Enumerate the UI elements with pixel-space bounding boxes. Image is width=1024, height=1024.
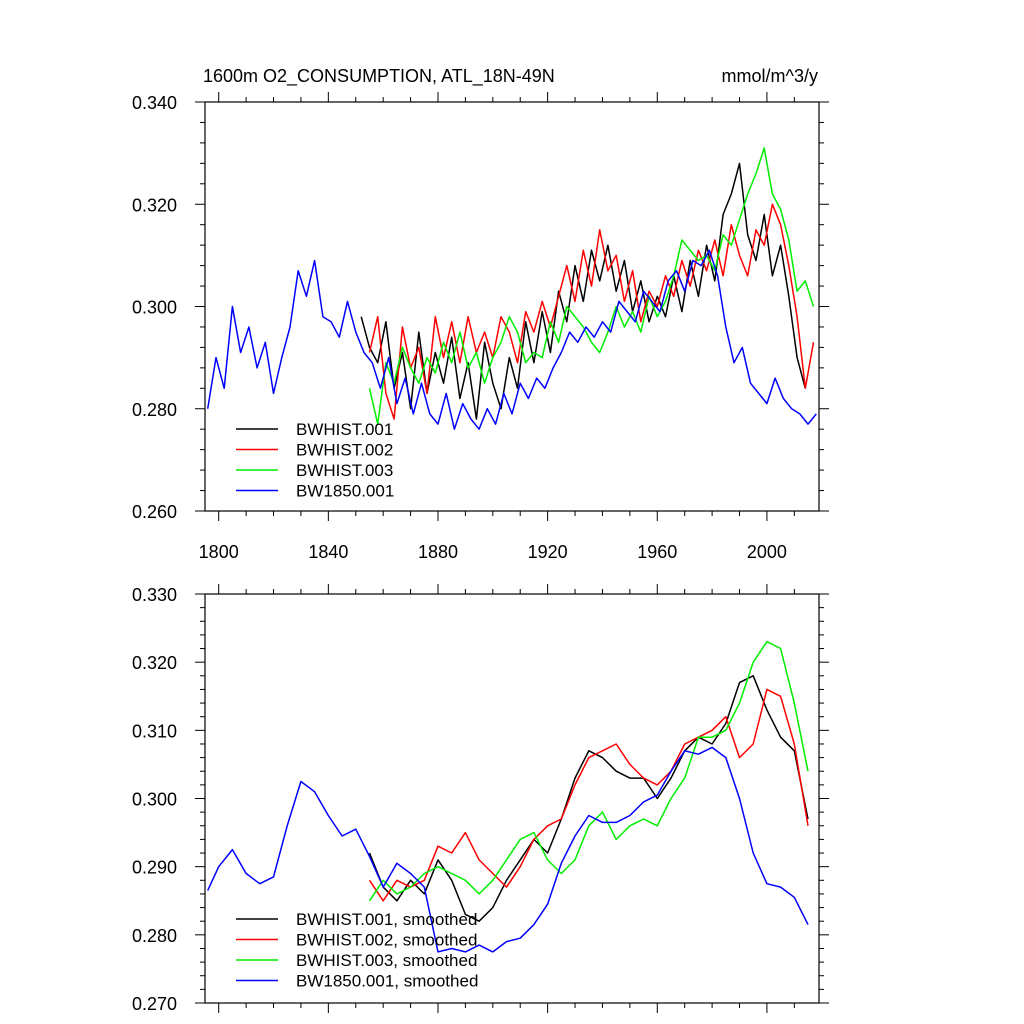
top-panel-series [206,147,817,430]
y-tick-label: 0.260 [132,502,177,522]
x-tick-label: 1840 [308,542,348,562]
top-panel-frame [204,101,820,512]
top-panel-title: 1600m O2_CONSUMPTION, ATL_18N-49N [203,66,555,87]
y-tick-label: 0.300 [132,298,177,318]
y-tick-label: 0.340 [132,93,177,113]
series-line-bwhist-002-smoothed [368,688,809,902]
top-panel-ticks: 1800 1840 1880 1920 1960 2000 0.260 0.280 0.300 0… [132,92,829,562]
y-tick-label: 0.280 [132,926,177,946]
y-tick-label: 0.330 [132,585,177,605]
x-tick-label: 1880 [418,542,458,562]
legend-label: BWHIST.002 [296,441,393,460]
legend-label: BW1850.001 [296,482,394,501]
legend-label: BWHIST.001 [296,420,393,439]
series-line-bwhist-003-smoothed [368,640,809,902]
x-tick-label: 1920 [528,542,568,562]
y-tick-label: 0.270 [132,994,177,1014]
legend-label: BWHIST.003, smoothed [296,951,477,970]
y-tick-label: 0.290 [132,858,177,878]
series-line-bwhist-002 [368,203,815,420]
x-tick-label: 1960 [637,542,677,562]
y-tick-label: 0.320 [132,653,177,673]
y-tick-label: 0.300 [132,790,177,810]
series-line-bwhist-001 [360,162,807,420]
bottom-panel: 0.270 0.280 0.290 0.300 0.310 0.320 0.330 BWHI… [132,584,829,1014]
bottom-panel-legend: BWHIST.001, smoothed BWHIST.002, smoothed… [236,910,478,991]
legend-label: BW1850.001, smoothed [296,972,478,991]
legend-label: BWHIST.002, smoothed [296,931,477,950]
x-tick-label: 1800 [199,542,239,562]
top-panel-units: mmol/m^3/y [722,66,818,86]
x-tick-label: 2000 [747,542,787,562]
legend-label: BWHIST.001, smoothed [296,910,477,929]
bottom-panel-frame [204,593,820,1004]
top-panel: 1600m O2_CONSUMPTION, ATL_18N-49N mmol/m… [132,66,829,562]
y-tick-label: 0.320 [132,195,177,215]
series-line-bwhist-001-smoothed [368,675,809,922]
series-line-bwhist-003 [368,147,815,425]
series-line-bw1850-001-smoothed [207,746,809,953]
series-line-bw1850-001 [206,249,817,430]
y-tick-label: 0.280 [132,400,177,420]
bottom-panel-series [207,640,809,953]
legend-label: BWHIST.003 [296,461,393,480]
bottom-panel-ticks: 0.270 0.280 0.290 0.300 0.310 0.320 0.330 [132,584,829,1014]
y-tick-label: 0.310 [132,721,177,741]
